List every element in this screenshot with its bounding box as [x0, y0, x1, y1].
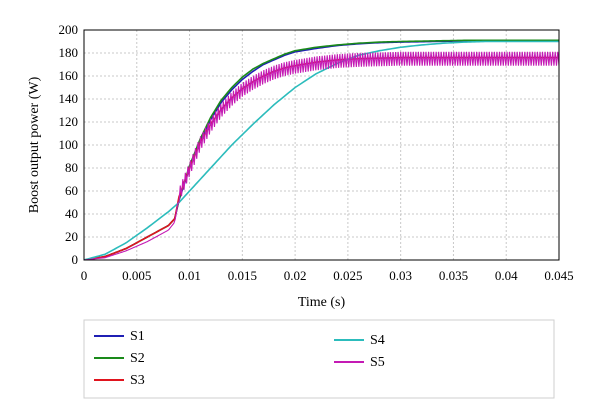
- plot-area: [84, 39, 559, 260]
- y-tick-label: 100: [59, 137, 79, 152]
- legend-label-s1: S1: [130, 329, 145, 344]
- x-tick-label: 0.005: [122, 268, 151, 283]
- y-axis-ticks: 0 20 40 60 80 100 120 140 160 180 200: [59, 22, 79, 267]
- x-tick-label: 0.03: [389, 268, 412, 283]
- legend-label-s4: S4: [370, 333, 385, 348]
- x-tick-label: 0.04: [495, 268, 518, 283]
- x-tick-label: 0.025: [333, 268, 362, 283]
- x-tick-label: 0.045: [544, 268, 573, 283]
- grid: [84, 30, 559, 260]
- y-tick-label: 140: [59, 91, 79, 106]
- series-line-s4: [84, 40, 559, 260]
- y-tick-label: 0: [72, 252, 79, 267]
- legend: S1 S2 S3 S4 S5: [94, 329, 385, 388]
- x-tick-label: 0.01: [178, 268, 201, 283]
- y-tick-label: 40: [65, 206, 78, 221]
- y-tick-label: 120: [59, 114, 79, 129]
- x-axis-label: Time (s): [298, 295, 346, 310]
- legend-box: [83, 319, 555, 399]
- y-axis-label: Boost output power (W): [27, 76, 42, 213]
- x-tick-label: 0.035: [439, 268, 468, 283]
- x-axis-ticks: 0 0.005 0.01 0.015 0.02 0.025 0.03 0.035 0.04 0.0…: [81, 268, 574, 283]
- series-line-s5: [84, 51, 559, 260]
- legend-label-s2: S2: [130, 351, 145, 366]
- legend-label-s5: S5: [370, 355, 385, 370]
- y-tick-label: 80: [65, 160, 78, 175]
- x-tick-label: 0: [81, 268, 88, 283]
- legend-label-s3: S3: [130, 373, 145, 388]
- y-tick-label: 20: [65, 229, 78, 244]
- series-lines: [84, 39, 559, 260]
- y-tick-label: 180: [59, 45, 79, 60]
- x-tick-label: 0.015: [228, 268, 257, 283]
- y-tick-label: 60: [65, 183, 78, 198]
- y-tick-label: 200: [59, 22, 79, 37]
- plot-frame: [83, 29, 560, 261]
- x-tick-label: 0.02: [284, 268, 307, 283]
- y-tick-label: 160: [59, 68, 79, 83]
